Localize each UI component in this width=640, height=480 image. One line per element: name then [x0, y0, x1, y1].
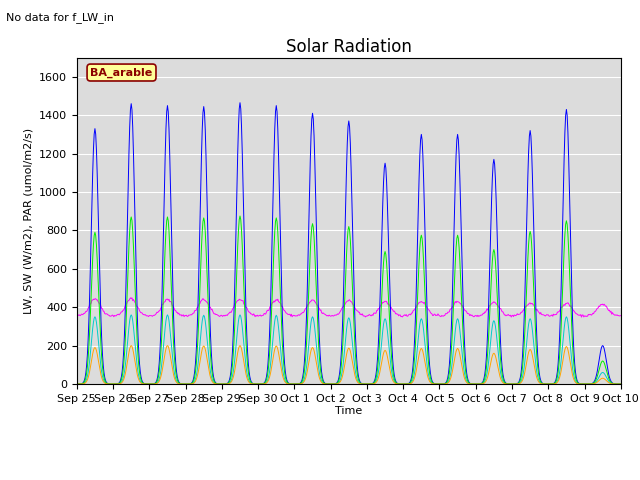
Line: SW_in: SW_in [77, 216, 621, 384]
PAR_out [394, 381, 402, 387]
PAR_out [127, 312, 135, 318]
X-axis label: Time: Time [335, 407, 362, 417]
Line: LW_out: LW_out [77, 298, 621, 317]
LW_out [128, 295, 136, 300]
PAR_out [193, 369, 201, 375]
Y-axis label: LW, SW (W/m2), PAR (umol/m2/s): LW, SW (W/m2), PAR (umol/m2/s) [24, 128, 33, 314]
LW_out [568, 305, 575, 311]
SW_out [341, 360, 349, 366]
SW_in [193, 362, 200, 368]
LW_out [216, 313, 224, 319]
SW_out [394, 381, 402, 387]
SW_out [127, 343, 135, 348]
PAR_out [216, 381, 224, 387]
SW_in [394, 381, 402, 386]
SW_out [568, 368, 575, 374]
PAR_out [73, 381, 81, 387]
Line: SW_out: SW_out [77, 346, 621, 384]
LW_out [448, 306, 456, 312]
PAR_in [448, 319, 456, 324]
PAR_out [341, 343, 349, 348]
PAR_out [617, 381, 625, 387]
SW_in [568, 325, 575, 331]
SW_in [341, 289, 349, 295]
LW_out [394, 312, 402, 317]
PAR_in [394, 381, 402, 386]
PAR_in [341, 228, 349, 234]
PAR_in [216, 381, 223, 387]
LW_out [73, 312, 81, 318]
PAR_in [568, 286, 575, 292]
SW_in [236, 213, 244, 219]
SW_out [448, 372, 456, 378]
Text: BA_arable: BA_arable [90, 67, 153, 78]
SW_in [448, 344, 456, 350]
SW_in [216, 381, 223, 387]
SW_out [193, 374, 201, 380]
PAR_in [617, 381, 625, 387]
PAR_in [73, 381, 81, 387]
SW_out [216, 381, 224, 387]
Line: PAR_in: PAR_in [77, 103, 621, 384]
LW_out [341, 301, 349, 307]
PAR_out [448, 365, 456, 371]
SW_in [73, 381, 81, 387]
Title: Solar Radiation: Solar Radiation [286, 38, 412, 56]
SW_out [73, 381, 81, 387]
LW_out [578, 314, 586, 320]
PAR_out [568, 358, 575, 364]
PAR_in [236, 100, 244, 106]
Text: No data for f_LW_in: No data for f_LW_in [6, 12, 115, 23]
Line: PAR_out: PAR_out [77, 315, 621, 384]
LW_out [617, 313, 625, 319]
SW_in [617, 381, 625, 387]
LW_out [193, 305, 201, 311]
SW_out [617, 381, 625, 387]
PAR_in [193, 349, 200, 355]
